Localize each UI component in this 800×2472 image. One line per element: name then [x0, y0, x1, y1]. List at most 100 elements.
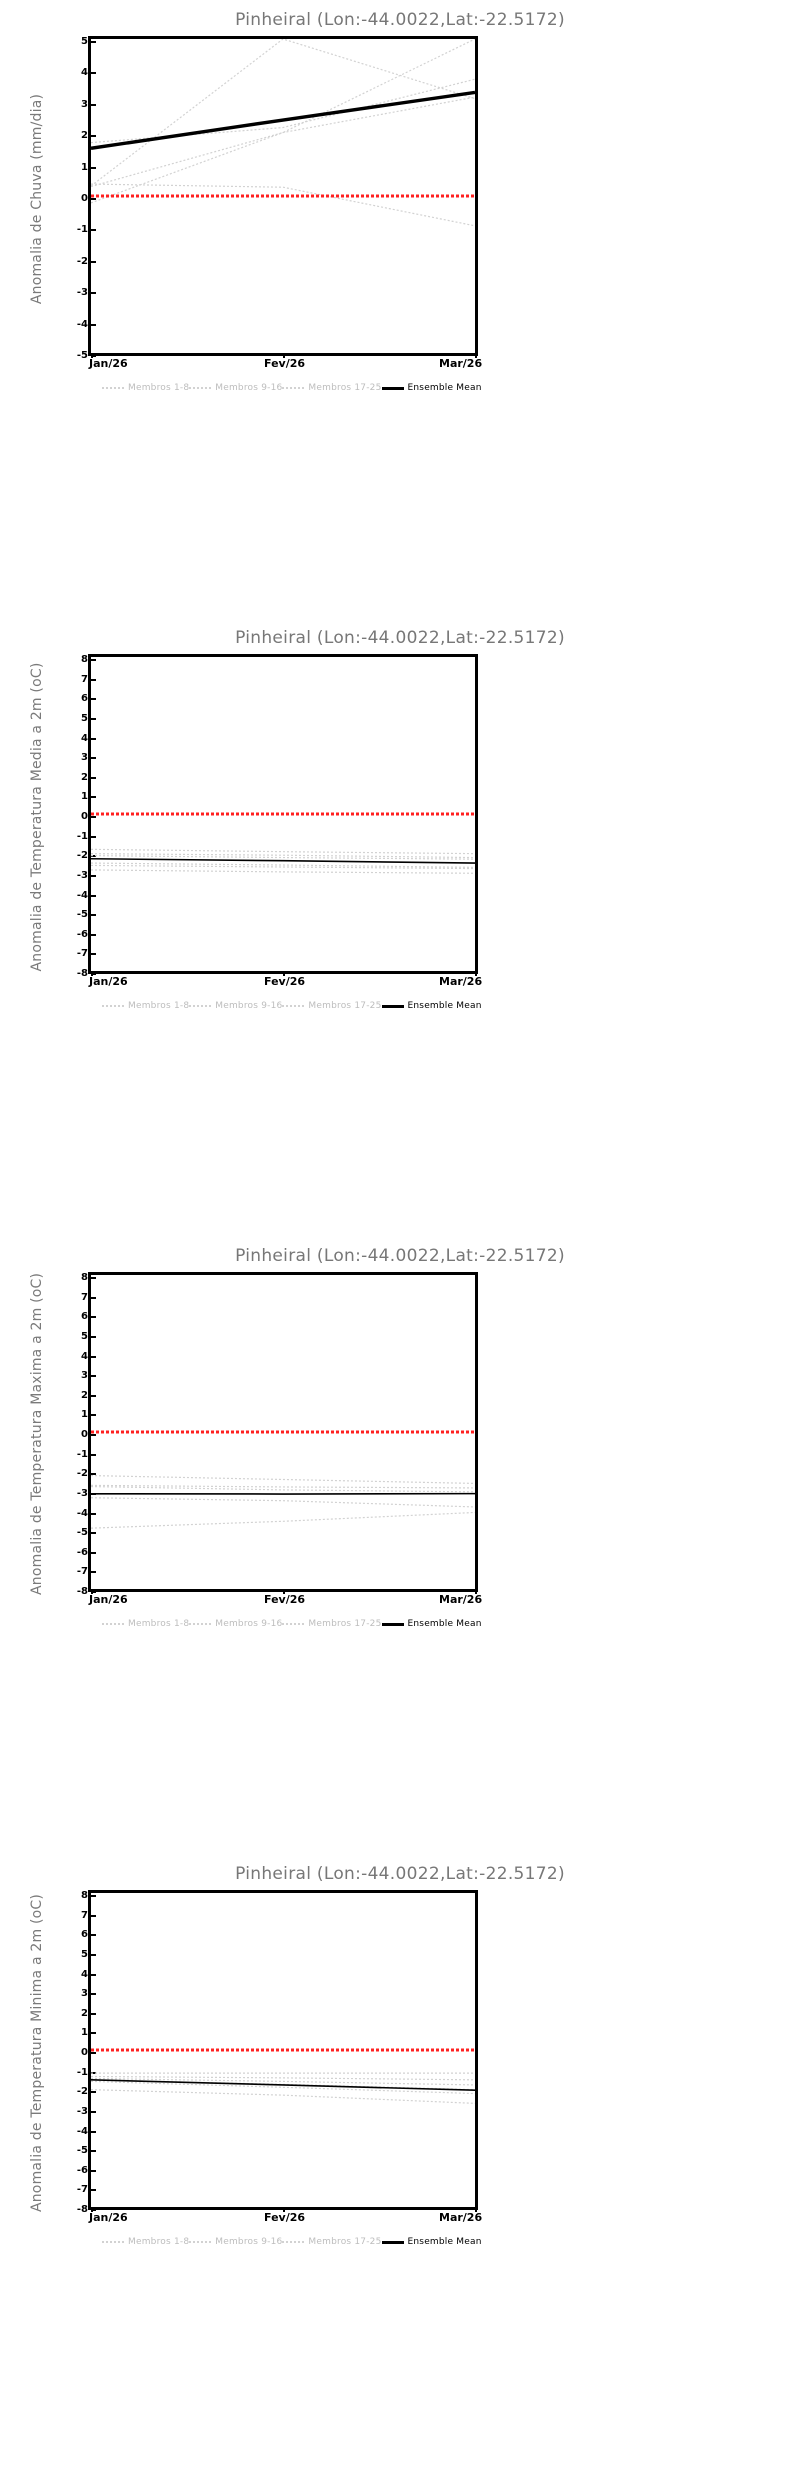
chart-panel-tmean-anomaly: Pinheiral (Lon:-44.0022,Lat:-22.5172) Ano… [0, 618, 800, 1236]
y-tick-label: 1 [81, 1409, 88, 1421]
chart-title: Pinheiral (Lon:-44.0022,Lat:-22.5172) [235, 628, 565, 648]
legend-entry[interactable]: Membros 1-8 [102, 1619, 189, 1629]
y-tick-label: 2 [81, 1389, 88, 1401]
y-tick-mark [91, 292, 96, 295]
plot-frame: Anomalia de Temperatura Maxima a 2m (oC)… [29, 1272, 478, 1597]
y-tick-mark [91, 2052, 96, 2054]
chart-panel-tmax-anomaly: Pinheiral (Lon:-44.0022,Lat:-22.5172) Ano… [0, 1236, 800, 1854]
legend-entry[interactable]: Membros 17-25 [282, 1001, 381, 1011]
x-tick-mark [91, 1589, 93, 1594]
legend-entry[interactable]: Membros 17-25 [282, 1619, 381, 1629]
legend-swatch-icon [189, 387, 212, 389]
legend-entry[interactable]: Membros 9-16 [189, 1619, 282, 1629]
legend-entry[interactable]: Membros 1-8 [102, 383, 189, 393]
y-tick-mark [91, 816, 96, 818]
member-series-line [91, 1497, 475, 1508]
y-tick-label: -8 [76, 2204, 88, 2215]
member-series-line [91, 2089, 475, 2104]
legend-entry[interactable]: Ensemble Mean [381, 1619, 482, 1629]
y-tick-label: 0 [81, 193, 88, 204]
y-tick-label: -2 [76, 850, 88, 862]
legend-swatch-icon [282, 387, 305, 389]
y-tick-mark [91, 1414, 96, 1417]
legend-label: Ensemble Mean [407, 1619, 482, 1629]
x-tick-label: Mar/26 [439, 2211, 483, 2224]
y-tick-label: 4 [81, 1350, 88, 1362]
y-tick-mark [91, 1335, 96, 1338]
y-tick-mark [91, 2091, 96, 2094]
legend-label: Ensemble Mean [407, 2237, 482, 2247]
y-tick-label: -5 [76, 1527, 88, 1539]
y-tick-label: 0 [81, 811, 88, 822]
x-tick-mark [283, 971, 285, 976]
ensemble-mean-line [91, 2079, 475, 2092]
y-tick-mark [91, 41, 96, 43]
y-tick-mark [91, 796, 96, 799]
chart-legend: Membros 1-8 Membros 9-16 Membros 17-25 Ense… [88, 380, 481, 396]
x-tick-label: Jan/26 [89, 2211, 128, 2224]
member-series-line [91, 848, 475, 855]
legend-entry[interactable]: Membros 1-8 [102, 2237, 189, 2247]
legend-entry[interactable]: Membros 9-16 [189, 1001, 282, 1011]
y-tick-label: 6 [81, 1929, 88, 1941]
x-tick-label: Mar/26 [439, 975, 483, 988]
y-tick-mark [91, 2169, 96, 2172]
x-tick-mark [283, 2207, 285, 2212]
member-series-line [91, 183, 475, 227]
x-tick-label: Mar/26 [439, 357, 483, 370]
y-tick-mark [91, 1953, 96, 1956]
x-tick-mark [475, 2207, 477, 2212]
x-tick-label: Mar/26 [439, 1593, 483, 1606]
y-tick-label: 7 [81, 1291, 88, 1303]
legend-entry[interactable]: Membros 17-25 [282, 2237, 381, 2247]
y-tick-label: 3 [81, 1370, 88, 1382]
x-tick-mark [283, 1589, 285, 1594]
legend-swatch-icon [381, 1004, 404, 1008]
y-tick-label: 4 [81, 1968, 88, 1980]
y-tick-mark [91, 1551, 96, 1554]
legend-label: Membros 9-16 [215, 2237, 283, 2247]
y-tick-mark [91, 2150, 96, 2153]
legend-label: Membros 1-8 [128, 383, 190, 393]
y-tick-mark [91, 1993, 96, 1996]
legend-entry[interactable]: Membros 9-16 [189, 2237, 282, 2247]
member-series-line [91, 2077, 475, 2086]
y-tick-label: 7 [81, 673, 88, 685]
legend-entry[interactable]: Ensemble Mean [381, 1001, 482, 1011]
x-tick-label: Jan/26 [89, 357, 128, 370]
chart-title: Pinheiral (Lon:-44.0022,Lat:-22.5172) [235, 1246, 565, 1266]
legend-entry[interactable]: Membros 1-8 [102, 1001, 189, 1011]
legend-swatch-icon [381, 386, 404, 390]
y-tick-mark [91, 2012, 96, 2015]
y-tick-label: -4 [76, 889, 88, 901]
y-tick-label: -2 [76, 1468, 88, 1480]
y-tick-label: -7 [76, 2184, 88, 2196]
y-tick-label: -3 [76, 1487, 88, 1499]
member-series-line [91, 855, 475, 860]
x-tick-mark [475, 971, 477, 976]
legend-swatch-icon [189, 1623, 212, 1625]
x-tick-mark [283, 353, 285, 358]
legend-entry[interactable]: Ensemble Mean [381, 2237, 482, 2247]
y-tick-label: 5 [81, 1948, 88, 1960]
series-plot [91, 2048, 475, 2104]
y-tick-label: -8 [76, 968, 88, 979]
y-tick-label: -7 [76, 948, 88, 960]
ensemble-mean-line [91, 90, 475, 150]
y-tick-mark [91, 1512, 96, 1515]
legend-entry[interactable]: Ensemble Mean [381, 383, 482, 393]
legend-label: Membros 9-16 [215, 1001, 283, 1011]
y-tick-label: 4 [81, 732, 88, 744]
y-axis-label: Anomalia de Temperatura Media a 2m (oC) [29, 662, 45, 972]
member-series-line [91, 853, 475, 859]
chart-legend: Membros 1-8 Membros 9-16 Membros 17-25 Ense… [88, 998, 481, 1014]
legend-entry[interactable]: Membros 17-25 [282, 383, 381, 393]
y-tick-mark [91, 1355, 96, 1358]
y-tick-label: 8 [81, 654, 88, 665]
y-tick-mark [91, 1375, 96, 1378]
legend-swatch-icon [381, 2240, 404, 2244]
member-series-line [91, 2080, 475, 2095]
legend-entry[interactable]: Membros 9-16 [189, 383, 282, 393]
y-tick-label: -6 [76, 928, 88, 940]
